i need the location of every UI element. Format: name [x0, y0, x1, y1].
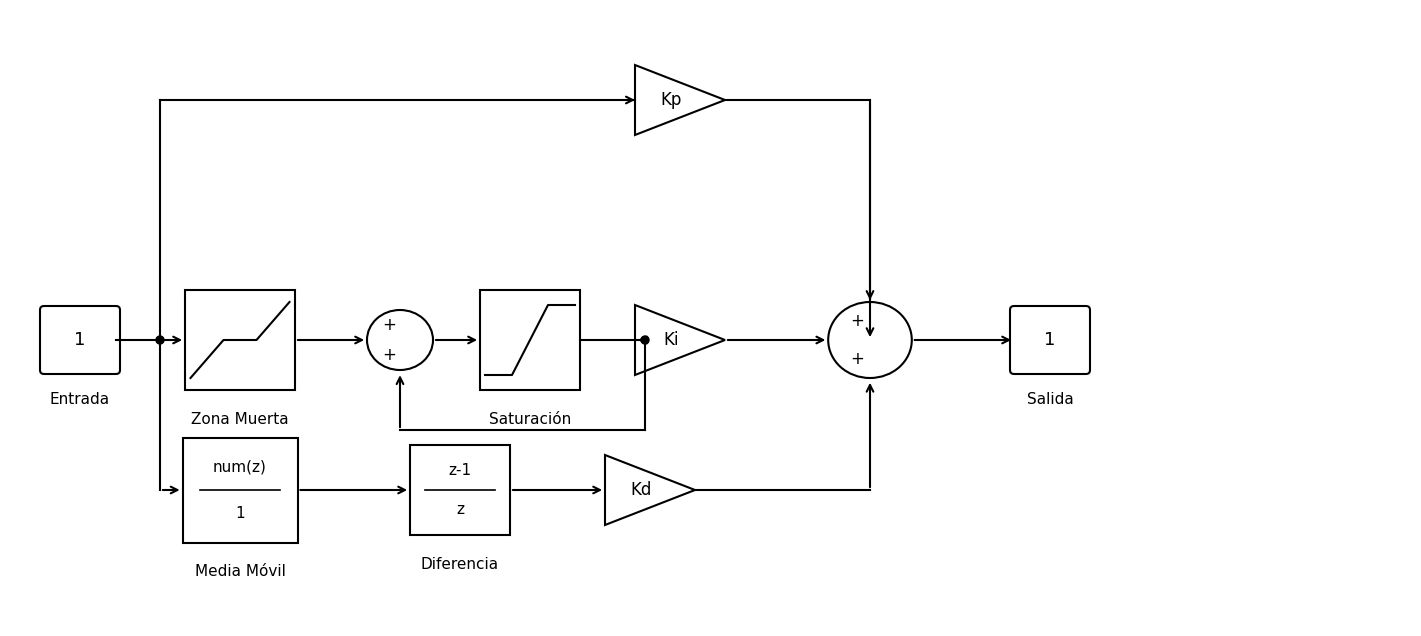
Text: Entrada: Entrada [50, 392, 109, 407]
FancyBboxPatch shape [1010, 306, 1090, 374]
Text: Kd: Kd [631, 481, 652, 499]
Text: num(z): num(z) [213, 459, 267, 474]
Bar [480, 290, 580, 390]
Circle shape [641, 336, 649, 344]
Text: +: + [850, 350, 864, 368]
Text: Zona Muerta: Zona Muerta [192, 412, 288, 427]
Bar [182, 438, 297, 543]
Text: 1: 1 [74, 331, 85, 349]
Text: +: + [382, 316, 396, 334]
Text: 1: 1 [236, 506, 244, 521]
Text: Saturación: Saturación [489, 412, 571, 427]
Text: z: z [456, 502, 465, 517]
Text: 1: 1 [1044, 331, 1056, 349]
Text: z-1: z-1 [449, 463, 472, 478]
Text: +: + [382, 346, 396, 364]
Text: Diferencia: Diferencia [421, 557, 499, 572]
Text: Kp: Kp [661, 91, 682, 109]
FancyBboxPatch shape [40, 306, 119, 374]
Circle shape [156, 336, 163, 344]
Bar [411, 445, 510, 535]
Text: +: + [850, 312, 864, 330]
Text: Salida: Salida [1026, 392, 1073, 407]
Text: Ki: Ki [664, 331, 679, 349]
Text: Media Móvil: Media Móvil [195, 565, 286, 579]
Bar [185, 290, 296, 390]
